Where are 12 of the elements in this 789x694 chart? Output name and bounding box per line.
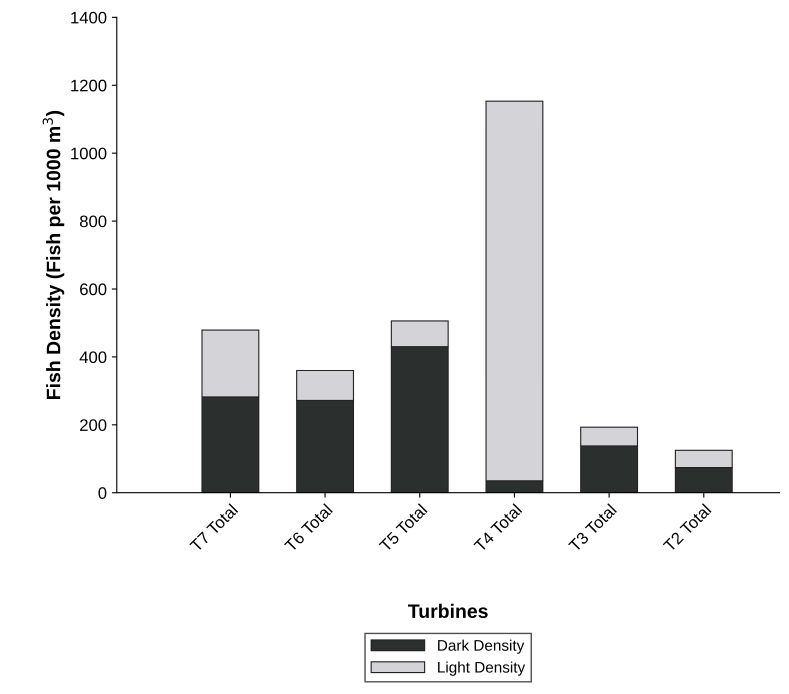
y-tick-label: 1200: [71, 80, 106, 92]
legend-label: Light Density: [438, 661, 526, 676]
x-axis-title: Turbines: [408, 604, 488, 618]
y-tick-label: 1400: [71, 12, 106, 24]
y-tick-label: 1000: [71, 148, 106, 160]
y-tick-label: 800: [80, 215, 106, 228]
legend-label: Dark Density: [438, 640, 524, 654]
y-tick-label: 600: [80, 283, 106, 296]
y-tick-label: 200: [80, 419, 106, 432]
y-tick-label: 400: [80, 351, 106, 364]
y-tick-label: 0: [98, 487, 106, 499]
y-axis-title: Fish Density (Fish per 1000 m$^{3}$): [42, 110, 64, 399]
